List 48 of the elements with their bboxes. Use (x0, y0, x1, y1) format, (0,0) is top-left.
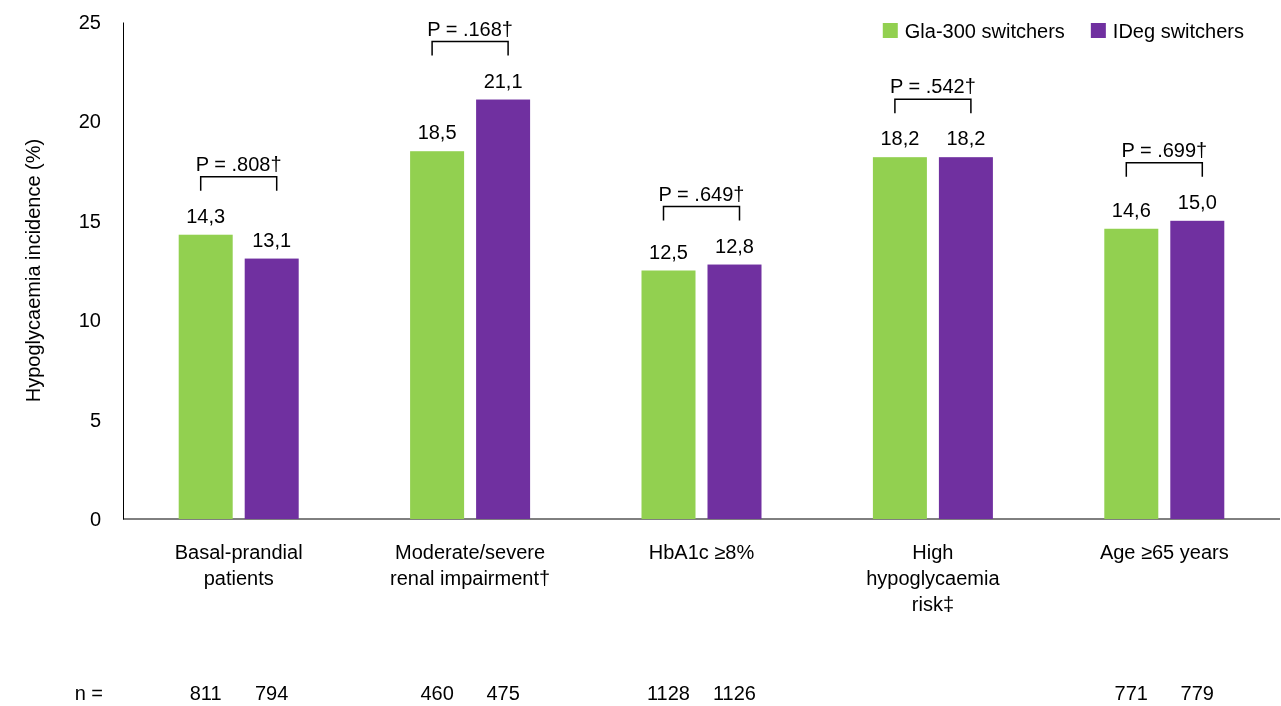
y-axis-title: Hypoglycaemia incidence (%) (22, 138, 44, 403)
bar (707, 264, 762, 519)
annotation: P = .649† (658, 182, 745, 205)
bar (1104, 228, 1159, 519)
y-tick-label: 15 (78, 209, 101, 232)
bar (938, 157, 993, 519)
annotation: P = .699† (1121, 138, 1208, 161)
data-label: 18,2 (946, 127, 986, 150)
text: 1126 (712, 682, 757, 704)
y-tick-label: 10 (78, 309, 101, 332)
x-tick-label: Age ≥65 years (1099, 541, 1229, 563)
data-label: 18,2 (880, 127, 920, 150)
text: 475 (486, 682, 520, 704)
bar (476, 99, 531, 519)
x-tick-label: High hypoglycaemia risk‡ (866, 541, 1001, 615)
annotation: P = .542† (889, 75, 976, 98)
bar (641, 270, 696, 519)
data-label: 21,1 (483, 69, 523, 92)
legend-label: Gla-300 switchers (904, 20, 1065, 42)
text: 771 (1114, 682, 1148, 704)
bar (410, 151, 465, 519)
text: 811 (189, 682, 222, 704)
bar (1170, 220, 1225, 519)
text: 779 (1180, 682, 1214, 704)
data-label: 12,5 (649, 240, 688, 263)
text: 1128 (646, 682, 691, 704)
annotation: P = .808† (195, 152, 282, 175)
bar (178, 234, 233, 519)
bar (244, 258, 299, 519)
data-label: 14,6 (1111, 198, 1151, 221)
data-label: 15,0 (1177, 190, 1217, 213)
y-tick-label: 0 (89, 507, 101, 530)
x-tick-label: Moderate/severe renal impairment† (390, 541, 551, 589)
data-label: 12,8 (715, 234, 754, 257)
data-label: 13,1 (252, 228, 292, 251)
data-label: 14,3 (186, 204, 226, 227)
y-tick-label: 25 (78, 10, 101, 33)
legend-label: IDeg switchers (1112, 20, 1244, 42)
x-tick-label: Basal-prandial patients (174, 541, 303, 589)
text: n = (74, 682, 103, 704)
bar (872, 157, 927, 519)
text: 794 (255, 682, 289, 704)
y-tick-label: 5 (89, 408, 101, 431)
data-label: 18,5 (417, 121, 457, 144)
y-tick-label: 20 (78, 110, 101, 133)
x-tick-label: HbA1c ≥8% (648, 541, 755, 563)
text: 460 (420, 682, 454, 704)
annotation: P = .168† (427, 17, 514, 40)
